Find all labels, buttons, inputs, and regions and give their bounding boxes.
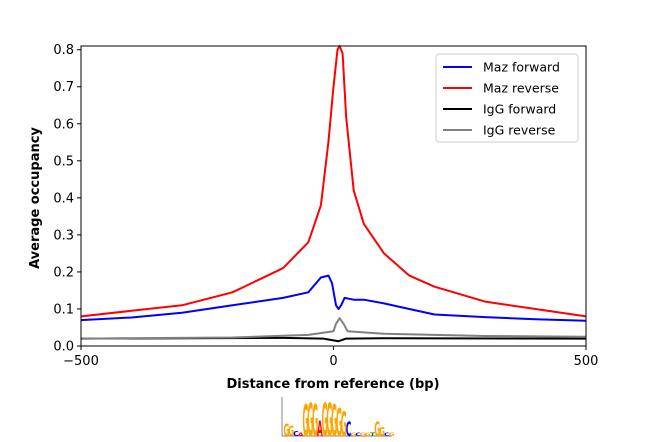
legend-label: Maz forward: [483, 60, 560, 75]
logo-letter: G: [312, 397, 318, 442]
logo-letter: G: [322, 394, 328, 442]
legend-label: IgG forward: [483, 102, 556, 117]
logo-letter: T: [370, 432, 376, 437]
legend-label: IgG reverse: [483, 123, 556, 138]
y-tick-label: 0.3: [53, 228, 74, 243]
logo-letter: G: [350, 432, 356, 437]
y-tick-label: 0.1: [53, 302, 74, 317]
series-line-igg-reverse: [80, 317, 587, 340]
logo-letter: C: [346, 420, 351, 441]
legend-box: [435, 53, 579, 143]
logo-letter: A: [317, 416, 323, 441]
x-tick-label: 500: [574, 354, 599, 369]
y-axis-label: Average occupancy: [28, 127, 43, 269]
logo-letter: A: [298, 432, 304, 437]
logo-letter: G: [307, 394, 313, 442]
y-tick-label: 0.4: [53, 191, 74, 206]
logo-letter: G: [283, 422, 289, 441]
y-tick-label: 0.7: [53, 80, 74, 95]
logo-letter: C: [384, 432, 390, 437]
logo-letter: C: [293, 429, 298, 438]
logo-letter: G: [288, 422, 294, 440]
legend-label: Maz reverse: [483, 81, 559, 96]
logo-letter: G: [360, 432, 366, 437]
x-tick-label: 0: [329, 354, 337, 369]
y-tick-label: 0.0: [53, 340, 74, 355]
logo-letter: G: [336, 400, 342, 442]
legend: Maz forward Maz reverse IgG forward IgG rev…: [435, 53, 579, 143]
logo-letter: G: [302, 397, 308, 442]
logo-letter: G: [331, 397, 337, 442]
logo-letter: G: [379, 426, 385, 439]
x-axis-label: Distance from reference (bp): [226, 377, 439, 392]
logo-letter: G: [374, 420, 380, 441]
logo-letter: G: [365, 432, 371, 437]
y-tick-label: 0.6: [53, 117, 74, 132]
series-line-maz-forward: [80, 274, 587, 322]
y-tick-label: 0.8: [53, 43, 74, 58]
y-tick-label: 0.5: [53, 154, 74, 169]
logo-letter: G: [326, 394, 332, 442]
logo-letter: G: [341, 404, 347, 442]
plot-area: 0.0 0.1 0.2 0.3 0.4 0.5 0.6 0.7 0.8 −500 0 500: [53, 43, 598, 369]
logo-letter: C: [355, 432, 361, 437]
x-tick-label: −500: [63, 354, 99, 369]
y-tick-label: 0.2: [53, 265, 74, 280]
logo-letter: G: [389, 432, 395, 437]
series-line-igg-forward: [80, 336, 587, 343]
